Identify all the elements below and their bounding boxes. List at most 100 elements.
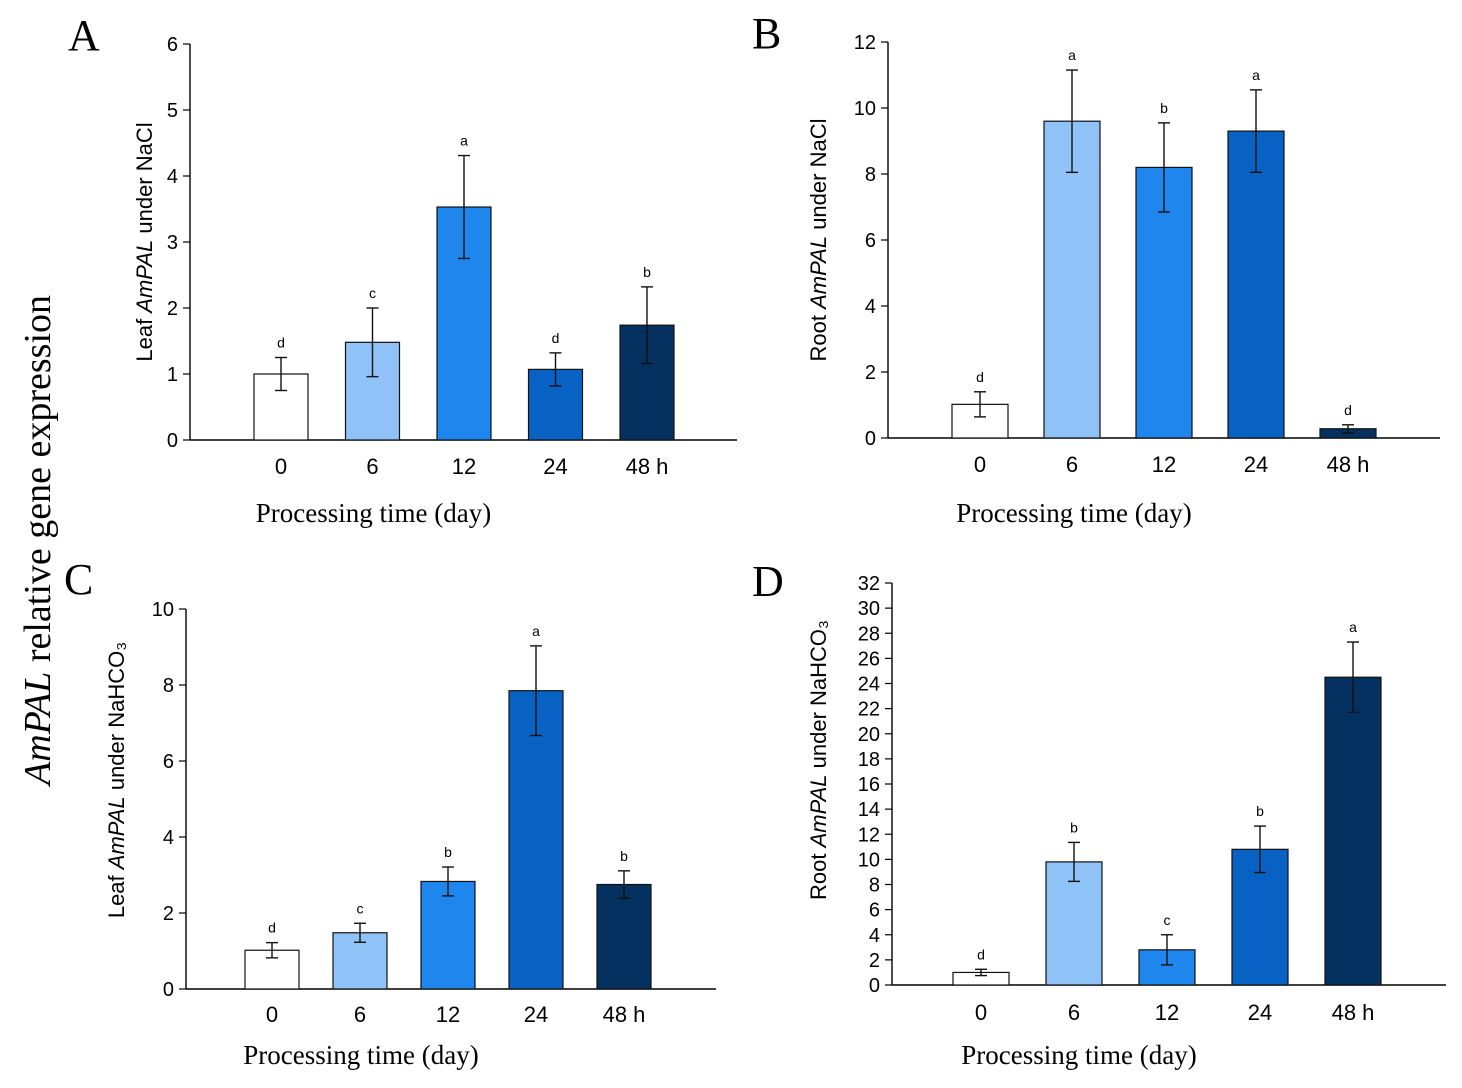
y-axis-label: Root AmPAL under NaHCO₃: [806, 620, 831, 900]
significance-letter: c: [357, 900, 364, 916]
y-tick-label: 6: [865, 230, 876, 252]
y-tick-label: 12: [858, 824, 880, 846]
y-tick-label: 2: [865, 362, 876, 384]
y-tick-label: 24: [858, 674, 880, 696]
y-axis-label-prefix: Leaf: [132, 313, 157, 362]
significance-letter: d: [1344, 402, 1352, 418]
y-tick-label: 2: [163, 903, 174, 925]
panel-letter: C: [64, 555, 93, 604]
y-tick-label: 6: [167, 34, 178, 56]
significance-letter: d: [268, 920, 276, 936]
y-tick-label: 0: [865, 428, 876, 450]
global-ylabel: AmPAL relative gene expression: [17, 295, 59, 788]
significance-letter: d: [976, 369, 984, 385]
y-tick-label: 4: [163, 827, 174, 849]
y-tick-label: 2: [167, 298, 178, 320]
bar: [1227, 130, 1285, 439]
y-tick-label: 6: [869, 900, 880, 922]
significance-letter: a: [1349, 619, 1357, 635]
y-tick-label: 2: [869, 950, 880, 972]
significance-letter: d: [977, 946, 985, 962]
y-axis-label-suffix: under NaHCO₃: [806, 620, 831, 774]
bar: [1043, 120, 1101, 439]
bar: [596, 883, 652, 990]
y-axis-label-suffix: under NaHCO₃: [104, 642, 129, 796]
significance-letter: d: [552, 330, 560, 346]
y-tick-label: 22: [858, 699, 880, 721]
y-tick-label: 16: [858, 774, 880, 796]
y-tick-label: 8: [865, 164, 876, 186]
significance-letter: b: [620, 848, 628, 864]
y-axis-label-gene: AmPAL: [806, 236, 831, 311]
y-axis-label-prefix: Root: [806, 847, 831, 900]
y-tick-label: 6: [163, 751, 174, 773]
x-tick-label: 0: [275, 454, 287, 479]
y-tick-label: 30: [858, 598, 880, 620]
x-axis-label: Processing time (day): [961, 1040, 1196, 1070]
x-tick-label: 0: [975, 1000, 987, 1025]
y-tick-label: 0: [167, 430, 178, 452]
y-tick-label: 20: [858, 724, 880, 746]
y-tick-label: 3: [167, 232, 178, 254]
x-tick-label: 24: [1248, 1000, 1272, 1025]
bar: [420, 880, 476, 990]
global-ylabel-rest: relative gene expression: [17, 295, 59, 672]
y-axis-label: Leaf AmPAL under NaCl: [132, 122, 157, 361]
y-tick-label: 14: [858, 799, 880, 821]
y-tick-label: 26: [858, 648, 880, 670]
x-tick-label: 6: [354, 1002, 366, 1027]
significance-letter: a: [1068, 47, 1076, 63]
x-axis-label: Processing time (day): [956, 498, 1191, 528]
global-ylabel-gene: AmPAL: [17, 672, 59, 788]
y-axis-label-suffix: under NaCl: [132, 122, 157, 239]
significance-letter: c: [1164, 912, 1171, 928]
x-tick-label: 0: [974, 452, 986, 477]
y-tick-label: 0: [163, 979, 174, 1001]
significance-letter: c: [369, 285, 376, 301]
x-tick-label: 6: [1066, 452, 1078, 477]
y-tick-label: 12: [854, 32, 876, 54]
bar: [508, 690, 564, 990]
y-axis-label-gene: AmPAL: [806, 774, 831, 849]
y-axis-label-prefix: Leaf: [104, 869, 129, 918]
x-tick-label: 48 h: [603, 1002, 646, 1027]
significance-letter: a: [460, 133, 468, 149]
significance-letter: b: [1256, 803, 1264, 819]
x-axis-label: Processing time (day): [256, 498, 491, 528]
y-axis-label: Leaf AmPAL under NaHCO₃: [104, 642, 129, 918]
x-tick-label: 12: [436, 1002, 460, 1027]
y-axis-label: Root AmPAL under NaCl: [806, 119, 831, 362]
panel-letter: A: [68, 11, 100, 60]
x-tick-label: 12: [1152, 452, 1176, 477]
x-tick-label: 6: [1068, 1000, 1080, 1025]
significance-letter: a: [532, 623, 540, 639]
y-tick-label: 0: [869, 975, 880, 997]
y-tick-label: 18: [858, 749, 880, 771]
significance-letter: b: [1070, 819, 1078, 835]
x-tick-label: 48 h: [1327, 452, 1370, 477]
x-tick-label: 24: [524, 1002, 548, 1027]
y-tick-label: 32: [858, 573, 880, 595]
bar: [1324, 676, 1382, 986]
x-tick-label: 24: [543, 454, 567, 479]
y-tick-label: 4: [865, 296, 876, 318]
x-tick-label: 6: [366, 454, 378, 479]
bar: [1231, 848, 1289, 986]
y-tick-label: 10: [854, 98, 876, 120]
significance-letter: b: [444, 844, 452, 860]
panel-d: D02468101214161820222426283032d0b6c12b24…: [752, 557, 1446, 1070]
significance-letter: b: [643, 264, 651, 280]
significance-letter: a: [1252, 67, 1260, 83]
panel-letter: D: [752, 557, 784, 606]
y-tick-label: 8: [163, 675, 174, 697]
significance-letter: b: [1160, 100, 1168, 116]
bar: [1135, 166, 1193, 439]
y-axis-label-gene: AmPAL: [104, 796, 129, 871]
y-tick-label: 28: [858, 623, 880, 645]
y-tick-label: 8: [869, 875, 880, 897]
x-tick-label: 48 h: [626, 454, 669, 479]
